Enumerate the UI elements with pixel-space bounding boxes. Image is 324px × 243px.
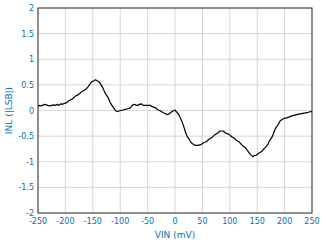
data-area [38,80,312,157]
x-tick-label: -100 [111,217,129,226]
y-tick-label: 1 [29,55,34,64]
x-tick-label: 50 [197,217,207,226]
y-tick-label: 1.5 [21,30,34,39]
x-tick-label: 250 [304,217,319,226]
y-tick-label: -1 [26,158,34,167]
x-tick-label: -250 [29,217,47,226]
grid-line-y [38,33,312,34]
x-tick-label: 100 [222,217,237,226]
x-tick-label: 150 [250,217,265,226]
y-tick-label: -2 [26,209,34,218]
y-tick-label: 2 [29,4,34,13]
plot-frame [38,8,312,213]
chart: -250 -200 -150 -100 -50 0 50 100 150 200 250 -2 -1.5… [0,0,324,243]
line [38,80,312,157]
grid-line-y [38,136,312,137]
y-tick-label: 0.5 [21,81,34,90]
plot-background [38,8,312,213]
x-tick-label: 200 [277,217,292,226]
y-tick-label: -0.5 [18,132,34,141]
grid-line-y [38,161,312,162]
y-tick-label: 0 [29,107,34,116]
x-axis-label: VIN (mV) [155,230,195,240]
x-tick-label: -150 [84,217,102,226]
x-tick-label: -50 [141,217,154,226]
grid-line-y [38,84,312,85]
y-axis-label: INL (|LSB|) [4,87,14,134]
y-tick-label: -1.5 [18,183,34,192]
x-tick-label: 0 [172,217,177,226]
grid-line-y [38,59,312,60]
axes: -250 -200 -150 -100 -50 0 50 100 150 200 250 -2 -1.5… [18,4,319,226]
x-tick-label: -200 [56,217,74,226]
grid [38,8,312,213]
grid-line-y [38,187,312,188]
